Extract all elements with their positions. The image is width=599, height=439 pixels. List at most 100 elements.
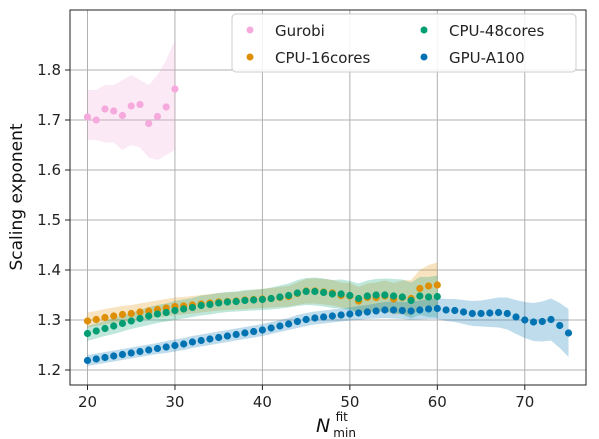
point-gpu-a100: [110, 352, 118, 360]
point-gurobi: [145, 119, 153, 128]
point-cpu-48cores: [407, 296, 415, 305]
point-cpu-16cores: [145, 307, 153, 315]
legend-label-cpu-48cores: CPU-48cores: [449, 22, 544, 40]
point-gpu-a100: [101, 353, 109, 362]
x-axis-label-sub: min: [333, 426, 356, 439]
data-points: [83, 85, 573, 365]
y-tick-label: 1.6: [37, 161, 61, 179]
point-gpu-a100: [337, 311, 345, 319]
point-cpu-16cores: [424, 282, 433, 290]
point-cpu-16cores: [110, 312, 118, 320]
point-gpu-a100: [276, 322, 284, 330]
legend-marker-gurobi: [246, 26, 254, 34]
point-cpu-48cores: [381, 291, 389, 299]
point-gpu-a100: [311, 314, 319, 322]
point-gpu-a100: [424, 305, 433, 313]
point-gurobi: [118, 111, 127, 120]
point-gpu-a100: [258, 326, 267, 334]
point-cpu-48cores: [127, 317, 135, 325]
point-cpu-48cores: [293, 289, 301, 297]
point-gpu-a100: [538, 317, 546, 326]
point-gpu-a100: [328, 312, 336, 320]
point-gpu-a100: [171, 341, 179, 350]
point-gpu-a100: [416, 306, 424, 314]
point-gpu-a100: [92, 355, 100, 363]
point-gpu-a100: [206, 335, 214, 343]
legend-frame: [231, 13, 577, 73]
point-gpu-a100: [521, 316, 529, 324]
point-cpu-48cores: [92, 327, 100, 335]
point-gpu-a100: [355, 309, 363, 317]
x-tick-label: 40: [253, 393, 272, 411]
point-gpu-a100: [346, 310, 354, 318]
x-axis-label: N fit min: [316, 406, 356, 439]
point-cpu-48cores: [241, 296, 249, 305]
point-cpu-48cores: [188, 303, 197, 312]
point-gpu-a100: [188, 338, 197, 346]
point-gpu-a100: [494, 308, 503, 317]
y-tick-label: 1.2: [37, 361, 61, 379]
band-gurobi: [87, 40, 175, 160]
point-gpu-a100: [477, 309, 485, 318]
point-gurobi: [110, 107, 118, 115]
point-gpu-a100: [118, 350, 127, 359]
point-gpu-a100: [486, 309, 494, 317]
y-tick-label: 1.8: [37, 61, 61, 79]
point-cpu-48cores: [433, 292, 441, 301]
point-cpu-48cores: [197, 301, 205, 310]
point-cpu-48cores: [372, 291, 380, 299]
point-gurobi: [101, 105, 109, 113]
point-cpu-16cores: [136, 308, 144, 316]
point-cpu-48cores: [153, 310, 162, 318]
point-gpu-a100: [547, 315, 555, 324]
point-gurobi: [136, 100, 144, 109]
point-gpu-a100: [241, 329, 249, 337]
y-tick-label: 1.5: [37, 211, 61, 229]
legend-marker-cpu-16cores: [246, 53, 254, 61]
point-gpu-a100: [398, 306, 406, 315]
point-cpu-16cores: [416, 284, 424, 293]
point-gurobi: [83, 113, 92, 121]
x-tick-label: 30: [165, 393, 184, 411]
legend-label-gpu-a100: GPU-A100: [449, 49, 525, 67]
point-cpu-48cores: [311, 287, 319, 296]
point-cpu-48cores: [416, 292, 424, 300]
point-cpu-48cores: [424, 293, 433, 301]
y-axis-label: Scaling exponent: [7, 123, 27, 270]
point-gpu-a100: [197, 336, 205, 345]
point-cpu-48cores: [136, 314, 144, 323]
point-gurobi: [162, 103, 170, 111]
point-cpu-48cores: [180, 305, 188, 313]
point-cpu-16cores: [127, 309, 135, 318]
point-cpu-16cores: [433, 281, 441, 289]
point-gpu-a100: [153, 344, 162, 353]
point-cpu-48cores: [258, 295, 267, 304]
x-tick-label: 70: [515, 393, 534, 411]
point-cpu-48cores: [145, 312, 153, 320]
point-gpu-a100: [250, 327, 258, 336]
point-cpu-48cores: [276, 293, 284, 301]
point-cpu-48cores: [320, 288, 328, 297]
point-gpu-a100: [145, 346, 153, 354]
point-gpu-a100: [285, 320, 293, 328]
point-cpu-48cores: [171, 306, 179, 315]
x-axis-label-main: N: [316, 415, 330, 437]
point-gpu-a100: [293, 317, 301, 326]
x-tick-label: 60: [428, 393, 447, 411]
point-gpu-a100: [162, 343, 170, 351]
point-cpu-48cores: [162, 308, 170, 317]
band-gpu-a100: [87, 297, 569, 366]
x-tick-label: 50: [340, 393, 359, 411]
point-cpu-48cores: [101, 324, 109, 333]
y-tick-label: 1.7: [37, 111, 61, 129]
point-gpu-a100: [136, 347, 144, 356]
point-gpu-a100: [512, 313, 520, 321]
point-gpu-a100: [529, 318, 538, 326]
point-gpu-a100: [459, 308, 468, 316]
point-gpu-a100: [503, 309, 511, 318]
point-cpu-48cores: [363, 292, 371, 300]
point-gpu-a100: [223, 332, 232, 340]
point-gpu-a100: [451, 306, 459, 315]
legend-label-cpu-16cores: CPU-16cores: [275, 49, 370, 67]
